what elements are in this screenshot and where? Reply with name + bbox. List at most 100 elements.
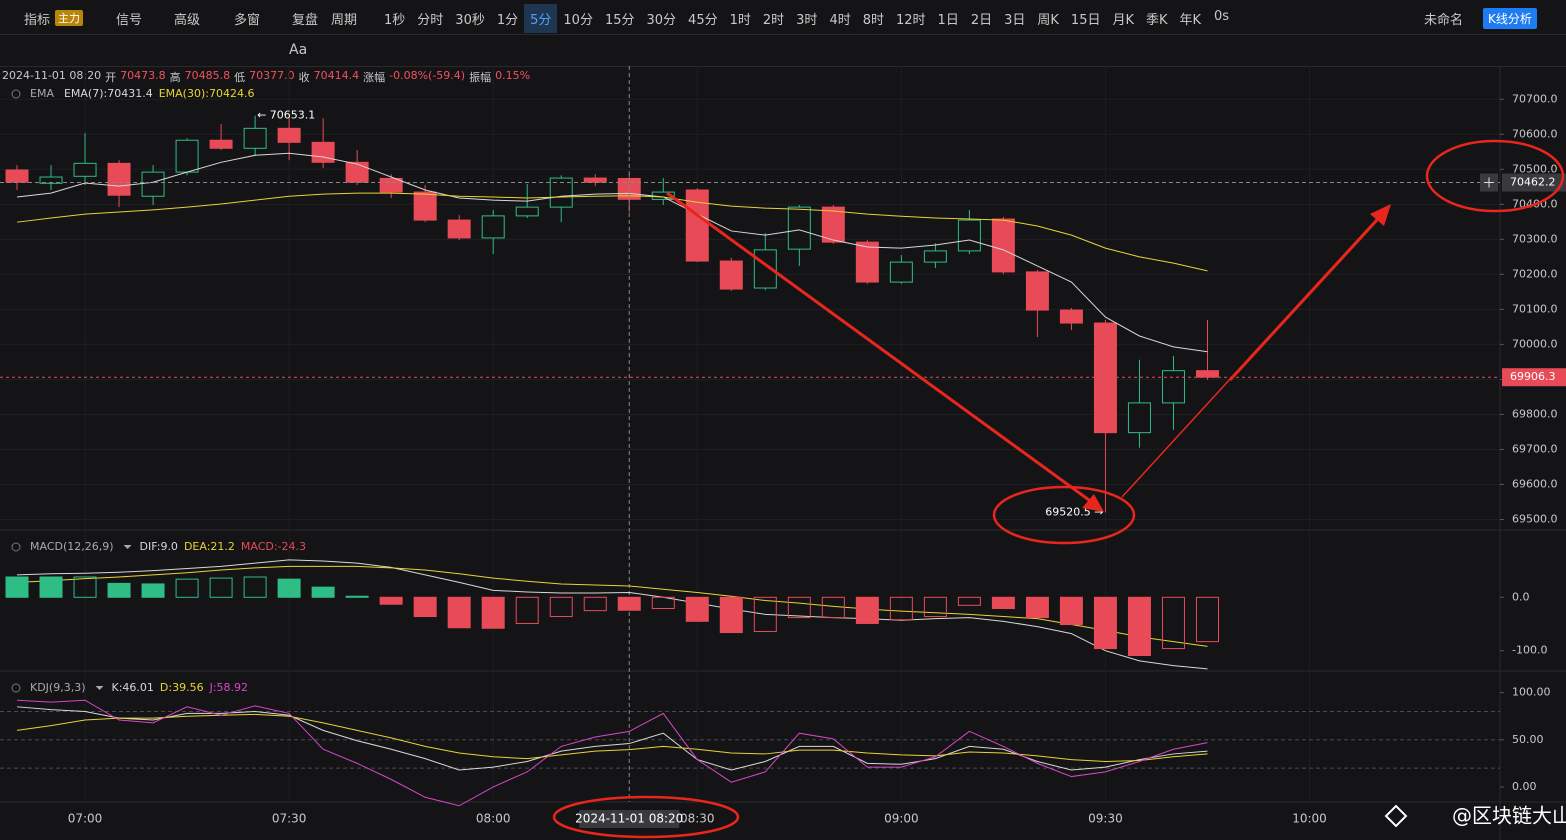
interval-button[interactable]: 年K xyxy=(1179,13,1202,28)
histogram-bar xyxy=(481,596,505,629)
period-button[interactable]: 周期 xyxy=(331,13,358,28)
indicator-line xyxy=(16,713,1208,762)
legend-title: MACD(12,26,9) xyxy=(30,540,114,553)
signal-button[interactable]: 信号 xyxy=(116,13,143,28)
indicator-line xyxy=(16,152,1208,353)
interval-button[interactable]: 3时 xyxy=(796,13,818,28)
layout-name[interactable]: 未命名 xyxy=(1424,13,1464,28)
histogram-bar xyxy=(1025,596,1049,619)
candle-body xyxy=(481,215,505,239)
histogram-bar xyxy=(73,576,97,598)
y-tick-label: 70600.0 xyxy=(1512,127,1558,140)
interval-button[interactable]: 1秒 xyxy=(384,13,406,28)
candle-body xyxy=(1195,370,1219,378)
timer: 0s xyxy=(1214,9,1230,24)
indicators-button[interactable]: 指标 xyxy=(24,13,51,28)
candle-body xyxy=(345,161,369,183)
interval-button[interactable]: 30分 xyxy=(646,13,677,28)
interval-button[interactable]: 15日 xyxy=(1070,13,1101,28)
legend-title: EMA xyxy=(30,87,54,100)
text-tool[interactable]: Aa xyxy=(289,42,308,58)
y-tick-label: -100.0 xyxy=(1512,644,1547,657)
histogram-bar xyxy=(515,596,539,624)
x-tick-label: 09:30 xyxy=(1088,812,1123,826)
crosshair-time: 2024-11-01 08:20 xyxy=(575,812,683,826)
markup xyxy=(1121,209,1386,498)
markup xyxy=(552,795,740,839)
interval-button[interactable]: 2时 xyxy=(762,13,785,28)
interval-button[interactable]: 30秒 xyxy=(455,13,485,28)
analysis-button[interactable]: K线分析 xyxy=(1483,8,1537,29)
histogram-bar xyxy=(39,576,63,598)
interval-button[interactable]: 分时 xyxy=(417,13,444,28)
indicator-line xyxy=(16,559,1208,670)
interval-button[interactable]: 1日 xyxy=(937,13,959,28)
markup xyxy=(1384,804,1408,828)
main-badge: 主力 xyxy=(55,10,83,26)
legend-entry: DIF:9.0 xyxy=(140,540,178,553)
interval-button[interactable]: 2日 xyxy=(970,13,993,28)
interval-button[interactable]: 4时 xyxy=(829,13,851,28)
y-tick-label: 69500.0 xyxy=(1512,512,1558,525)
interval-button[interactable]: 5分 xyxy=(524,4,558,33)
interval-button[interactable]: 3日 xyxy=(1004,13,1026,28)
legend-icon xyxy=(11,683,21,693)
histogram-bar xyxy=(379,596,403,605)
interval-button[interactable]: 周K xyxy=(1037,13,1059,28)
candle-body xyxy=(73,162,97,177)
candle-body xyxy=(1059,309,1083,324)
markup xyxy=(1370,204,1391,226)
histogram-bar xyxy=(243,576,267,598)
legend-entry: D:39.56 xyxy=(160,681,204,694)
last-price-box xyxy=(1502,368,1566,387)
candle-body xyxy=(719,260,743,290)
candle-body xyxy=(175,139,199,173)
legend-entry: EMA(30):70424.6 xyxy=(159,87,255,100)
info-datetime: 2024-11-01 08:20 xyxy=(2,69,102,82)
price-annotation: ← 70653.1 xyxy=(257,109,315,122)
multi-window-button[interactable]: 多窗 xyxy=(234,13,261,28)
histogram-bar xyxy=(889,596,913,621)
interval-button[interactable]: 季K xyxy=(1146,13,1168,28)
markup xyxy=(1082,494,1104,512)
histogram-bar xyxy=(549,596,573,618)
histogram-bar xyxy=(107,582,131,598)
price-annotation: 69520.5 → xyxy=(1045,505,1103,518)
candle-body xyxy=(277,127,301,143)
watermark: @区块链大山 xyxy=(1452,804,1566,828)
replay-button[interactable]: 复盘 xyxy=(292,13,319,28)
legend-entry: MACD:-24.3 xyxy=(241,540,306,553)
info-value: 70377.0 xyxy=(249,69,295,82)
markup xyxy=(666,191,1101,510)
info-label: 涨幅 xyxy=(363,71,386,84)
indicator-line xyxy=(16,192,1208,272)
interval-button[interactable]: 月K xyxy=(1112,13,1134,28)
histogram-bar xyxy=(923,596,947,618)
candle-body xyxy=(311,141,335,163)
interval-button[interactable]: 1时 xyxy=(729,13,751,28)
candle-body xyxy=(923,250,947,263)
interval-button[interactable]: 12时 xyxy=(896,13,926,28)
interval-button[interactable]: 45分 xyxy=(688,13,718,28)
interval-button[interactable]: 10分 xyxy=(563,13,593,28)
interval-button[interactable]: 1分 xyxy=(496,13,519,28)
advanced-button[interactable]: 高级 xyxy=(174,13,201,28)
info-value: 70414.4 xyxy=(313,69,360,82)
interval-button[interactable]: 15分 xyxy=(604,13,635,28)
y-tick-label: 70400.0 xyxy=(1512,197,1558,210)
y-tick-label: 69900.0 xyxy=(1512,372,1558,385)
histogram-bar xyxy=(617,596,641,611)
crosshair-price: 70462.2 xyxy=(1510,176,1556,189)
histogram-bar xyxy=(141,583,165,598)
histogram-bar xyxy=(311,586,335,598)
histogram-bar xyxy=(345,595,369,598)
histogram-bar xyxy=(1195,596,1219,643)
candle-body xyxy=(5,169,29,183)
x-tick-label: 07:00 xyxy=(68,812,103,826)
x-tick-label: 10:00 xyxy=(1292,812,1327,826)
info-value: 70485.8 xyxy=(184,69,231,82)
interval-button[interactable]: 8时 xyxy=(862,13,884,28)
candle-body xyxy=(107,162,131,196)
legend-entry: K:46.01 xyxy=(112,681,154,694)
